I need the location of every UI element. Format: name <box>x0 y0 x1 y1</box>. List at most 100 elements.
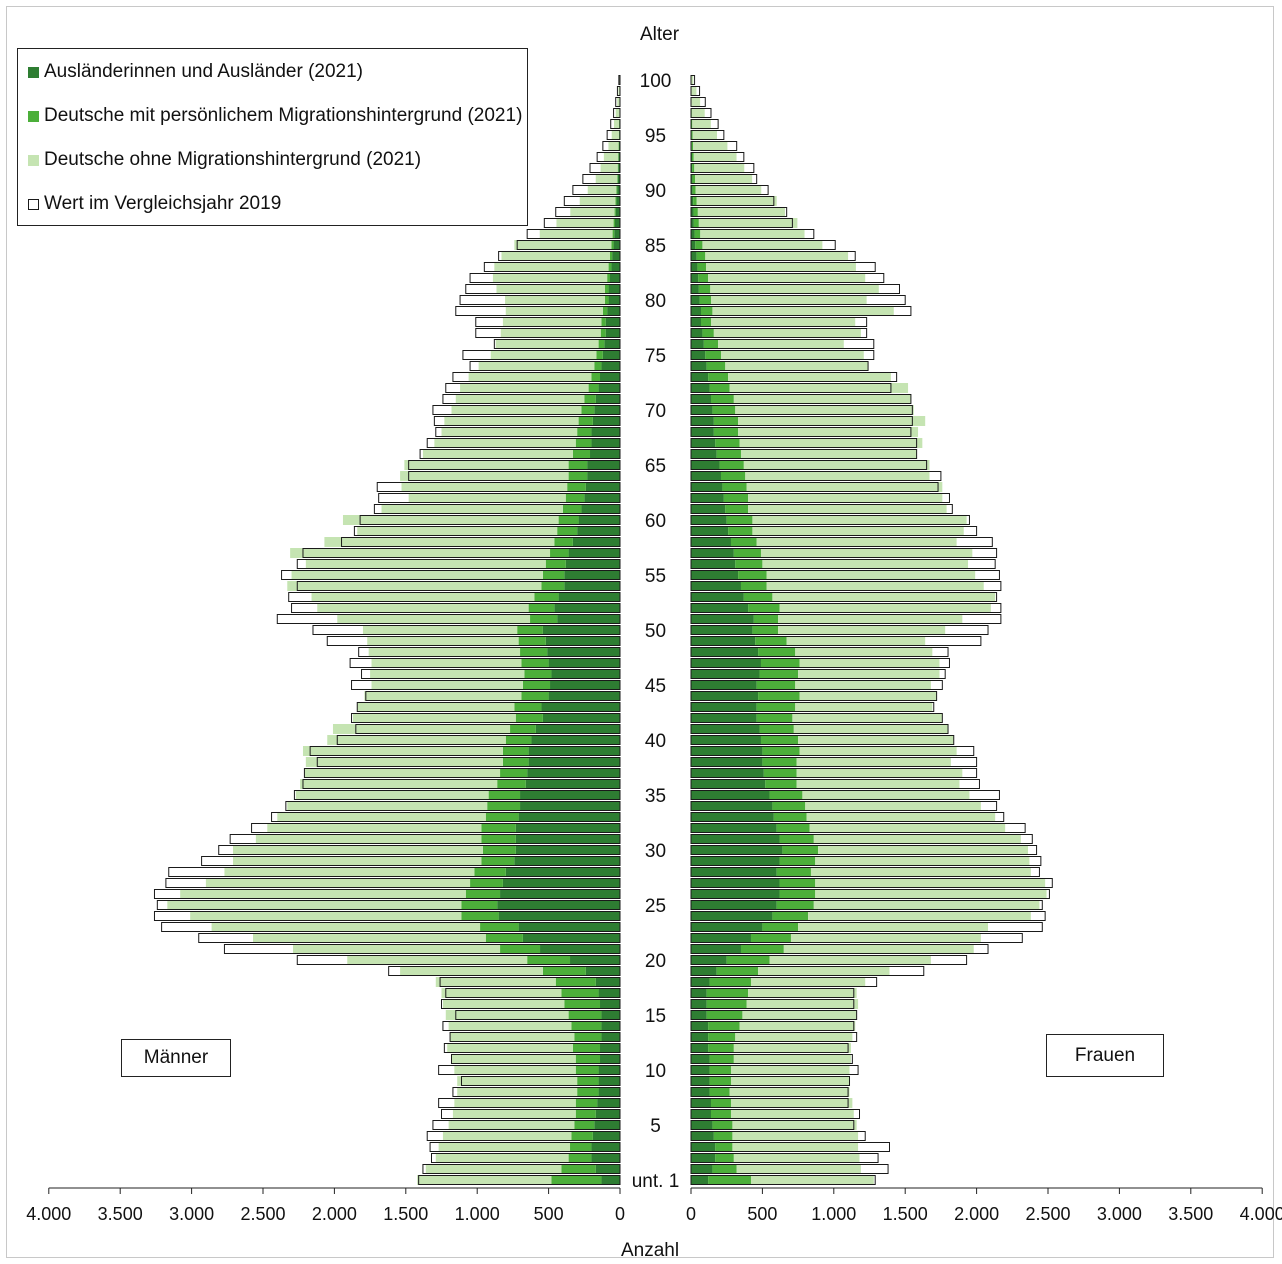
women-bar-deutsche-mit-mh-age-73 <box>708 372 729 382</box>
women-bar-deutsche-ohne-mh-age-10 <box>730 1065 850 1075</box>
men-x-tick-label: 1.500 <box>383 1204 428 1224</box>
women-bar-deutsche-ohne-mh-age-26 <box>815 889 1047 899</box>
men-outline-2019-age-84 <box>498 251 621 261</box>
men-bar-auslaender-age-25 <box>497 900 620 910</box>
women-outline-2019-age-58 <box>690 537 993 547</box>
men-outline-2019-age-83 <box>483 262 621 272</box>
women-bar-auslaender-age-63 <box>691 482 723 492</box>
women-outline-2019-age-53 <box>690 592 998 602</box>
men-bar-auslaender-age-85 <box>613 240 620 250</box>
men-outline-2019-age-65 <box>408 460 621 470</box>
men-outline-2019-age-45 <box>351 680 621 690</box>
women-bar-auslaender-age-56 <box>691 559 736 569</box>
men-outline-2019-age-41 <box>355 724 621 734</box>
men-bar-auslaender-age-87 <box>615 218 620 228</box>
women-bar-auslaender-age-8 <box>691 1087 710 1097</box>
women-bar-deutsche-ohne-mh-age-42 <box>792 713 943 723</box>
women-bar-auslaender-age-58 <box>691 537 731 547</box>
men-outline-2019-age-68 <box>435 427 621 437</box>
women-outline-2019-age-52 <box>690 603 1002 613</box>
women-bar-deutsche-ohne-mh-age-96 <box>692 119 711 129</box>
men-bar-deutsche-ohne-mh-age-94 <box>608 141 619 151</box>
women-bar-deutsche-ohne-mh-age-53 <box>772 592 996 602</box>
men-bar-deutsche-mit-mh-age-52 <box>528 603 555 613</box>
men-outline-2019-age-86 <box>526 229 621 239</box>
women-x-tick-label: 3.500 <box>1168 1204 1213 1224</box>
women-bar-deutsche-mit-mh-age-84 <box>696 251 706 261</box>
women-outline-2019-age-64 <box>690 471 942 481</box>
women-bar-auslaender-age-52 <box>691 603 749 613</box>
women-bar-deutsche-mit-mh-age-86 <box>694 229 701 239</box>
women-bar-deutsche-ohne-mh-age-100 <box>691 75 694 85</box>
men-outline-2019-age-8 <box>452 1087 621 1097</box>
women-bar-deutsche-ohne-mh-age-6 <box>730 1109 854 1119</box>
women-bar-deutsche-mit-mh-age-45 <box>756 680 796 690</box>
women-bar-deutsche-mit-mh-age-6 <box>710 1109 731 1119</box>
men-bar-deutsche-ohne-mh-age-37 <box>304 768 501 778</box>
women-bar-deutsche-ohne-mh-age-13 <box>735 1032 853 1042</box>
women-outline-2019-age-8 <box>690 1087 849 1097</box>
men-outline-2019-age-34 <box>285 801 621 811</box>
men-bar-deutsche-ohne-mh-age-78 <box>502 317 602 327</box>
women-outline-2019-age-83 <box>690 262 876 272</box>
men-bar-deutsche-ohne-mh-age-99 <box>618 86 620 96</box>
women-bar-deutsche-mit-mh-age-70 <box>712 405 736 415</box>
men-outline-2019-age-95 <box>606 130 621 140</box>
women-bar-auslaender-age-66 <box>691 449 717 459</box>
legend-swatch-auslaender <box>28 66 39 78</box>
men-outline-2019-age-36 <box>302 779 621 789</box>
men-bar-auslaender-age-45 <box>550 680 620 690</box>
men-outline-2019-age-10 <box>438 1065 621 1075</box>
men-outline-2019-age-60 <box>359 515 621 525</box>
women-bar-deutsche-mit-mh-age-74 <box>706 361 726 371</box>
women-bar-deutsche-mit-mh-age-25 <box>776 900 814 910</box>
men-bar-auslaender-age-82 <box>610 273 620 283</box>
men-bar-deutsche-ohne-mh-age-87 <box>556 218 614 228</box>
women-bar-deutsche-mit-mh-age-69 <box>713 416 739 426</box>
women-bar-deutsche-mit-mh-age-85 <box>695 240 703 250</box>
women-outline-2019-age-70 <box>690 405 913 415</box>
men-outline-2019-age-58 <box>341 537 621 547</box>
men-bar-auslaender-age-91 <box>617 174 620 184</box>
legend-swatch-deutsche-ohne-mh <box>28 154 39 166</box>
men-bar-deutsche-mit-mh-age-68 <box>577 427 592 437</box>
men-bar-auslaender-age-79 <box>607 306 620 316</box>
women-outline-2019-age-79 <box>690 306 912 316</box>
women-bar-auslaender-age-78 <box>691 317 701 327</box>
women-bar-deutsche-ohne-mh-age-3 <box>732 1142 859 1152</box>
women-outline-2019-age-42 <box>690 713 943 723</box>
men-outline-2019-age-59 <box>353 526 621 536</box>
men-bar-deutsche-mit-mh-age-66 <box>572 449 591 459</box>
men-bar-deutsche-mit-mh-age-92 <box>617 163 619 173</box>
women-bar-deutsche-mit-mh-age-47 <box>760 658 800 668</box>
men-bar-deutsche-ohne-mh-age-45 <box>371 680 523 690</box>
men-bar-auslaender-age-18 <box>595 977 620 987</box>
women-outline-2019-age-11 <box>690 1054 853 1064</box>
women-outline-2019-age-74 <box>690 361 869 371</box>
men-bar-deutsche-ohne-mh-age-72 <box>460 383 589 393</box>
women-bar-auslaender-age-27 <box>691 878 780 888</box>
men-bar-deutsche-mit-mh-age-63 <box>567 482 586 492</box>
men-outline-2019-age-6 <box>441 1109 621 1119</box>
women-outline-2019-age-97 <box>690 108 712 118</box>
men-outline-2019-age-90 <box>572 185 621 195</box>
men-x-tick-label: 1.000 <box>455 1204 500 1224</box>
women-outline-2019-age-25 <box>690 900 1043 910</box>
women-outline-2019-age-65 <box>690 460 928 470</box>
men-outline-2019-age-0 <box>418 1175 621 1185</box>
men-bar-auslaender-age-65 <box>587 460 620 470</box>
men-bar-deutsche-ohne-mh-age-39 <box>302 746 503 756</box>
men-bar-deutsche-mit-mh-age-58 <box>554 537 573 547</box>
men-outline-2019-age-82 <box>469 273 621 283</box>
men-bar-auslaender-age-69 <box>592 416 620 426</box>
men-bar-deutsche-ohne-mh-age-22 <box>253 933 486 943</box>
women-bar-deutsche-mit-mh-age-15 <box>706 1010 743 1020</box>
men-outline-2019-age-5 <box>432 1120 621 1130</box>
women-bar-deutsche-ohne-mh-age-12 <box>733 1043 851 1053</box>
women-outline-2019-age-95 <box>690 130 725 140</box>
men-outline-2019-age-26 <box>153 889 621 899</box>
women-bar-deutsche-ohne-mh-age-15 <box>742 1010 857 1020</box>
men-bar-deutsche-mit-mh-age-53 <box>534 592 559 602</box>
age-axis-title: Alter <box>640 24 680 45</box>
men-x-tick-label: 3.500 <box>98 1204 143 1224</box>
